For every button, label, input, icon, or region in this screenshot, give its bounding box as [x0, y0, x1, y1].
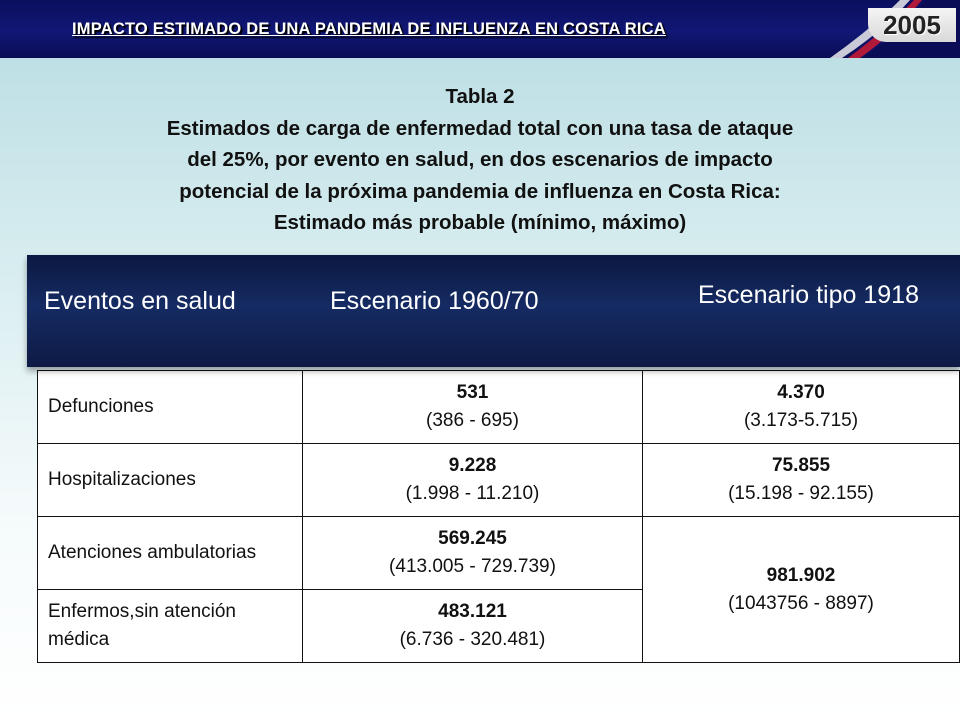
data-table: Defunciones 531 (386 - 695) 4.370 (3.173… — [37, 370, 960, 663]
value-main: 981.902 — [766, 564, 836, 586]
table-row: Enfermos,sin atención médica 483.121 (6.… — [37, 589, 960, 663]
value-range: (413.005 - 729.739) — [389, 556, 556, 577]
row-label: Defunciones — [37, 370, 303, 444]
caption-line-1: Tabla 2 — [445, 85, 515, 108]
value-range: (1.998 - 11.210) — [405, 483, 540, 504]
scenario-1960-cell: 531 (386 - 695) — [302, 370, 643, 444]
value-range: (1043756 - 8897) — [728, 592, 874, 614]
row-label: Atenciones ambulatorias — [37, 516, 303, 590]
scenario-1918-cell: 75.855 (15.198 - 92.155) — [642, 443, 960, 517]
header-title: IMPACTO ESTIMADO DE UNA PANDEMIA DE INFL… — [72, 20, 666, 38]
caption-line-4: potencial de la próxima pandemia de infl… — [179, 179, 781, 203]
table-row: Atenciones ambulatorias 569.245 (413.005… — [37, 516, 960, 663]
value-range: (3.173-5.715) — [743, 410, 859, 431]
caption-line-5: Estimado más probable (mínimo, máximo) — [273, 211, 687, 234]
value-main: 9.228 — [448, 455, 497, 476]
header-bar: IMPACTO ESTIMADO DE UNA PANDEMIA DE INFL… — [0, 0, 960, 58]
value-main: 75.855 — [771, 455, 831, 476]
scenario-1960-cell: 483.121 (6.736 - 320.481) — [302, 589, 643, 663]
table-header-bar: Eventos en salud Escenario 1960/70 Escen… — [27, 255, 960, 367]
value-main: 483.121 — [438, 601, 507, 622]
scenario-1918-cell: 4.370 (3.173-5.715) — [642, 370, 960, 444]
header-eventos: Eventos en salud — [44, 287, 236, 315]
table-row: Hospitalizaciones 9.228 (1.998 - 11.210)… — [37, 443, 960, 517]
caption-line-3: del 25%, por evento en salud, en dos esc… — [187, 148, 773, 171]
scenario-1918-merged-cell: 981.902 (1043756 - 8897) — [642, 516, 960, 663]
header-scenario-1918: Escenario tipo 1918 — [698, 281, 919, 309]
caption-line-2: Estimados de carga de enfermedad total c… — [166, 116, 794, 140]
year-badge: 2005 — [868, 8, 956, 42]
value-main: 531 — [456, 382, 489, 403]
value-range: (6.736 - 320.481) — [399, 629, 546, 650]
table-row: Defunciones 531 (386 - 695) 4.370 (3.173… — [37, 370, 960, 444]
header-scenario-1960: Escenario 1960/70 — [330, 287, 539, 315]
value-range: (386 - 695) — [426, 410, 519, 431]
row-label: Enfermos,sin atención médica — [37, 589, 303, 663]
scenario-1960-cell: 569.245 (413.005 - 729.739) — [302, 516, 643, 590]
value-range: (15.198 - 92.155) — [728, 483, 874, 504]
scenario-1960-cell: 9.228 (1.998 - 11.210) — [302, 443, 643, 517]
value-main: 569.245 — [438, 528, 507, 549]
value-main: 4.370 — [777, 382, 825, 403]
row-label: Hospitalizaciones — [37, 443, 303, 517]
table-caption: Tabla 2 Estimados de carga de enfermedad… — [40, 81, 920, 239]
